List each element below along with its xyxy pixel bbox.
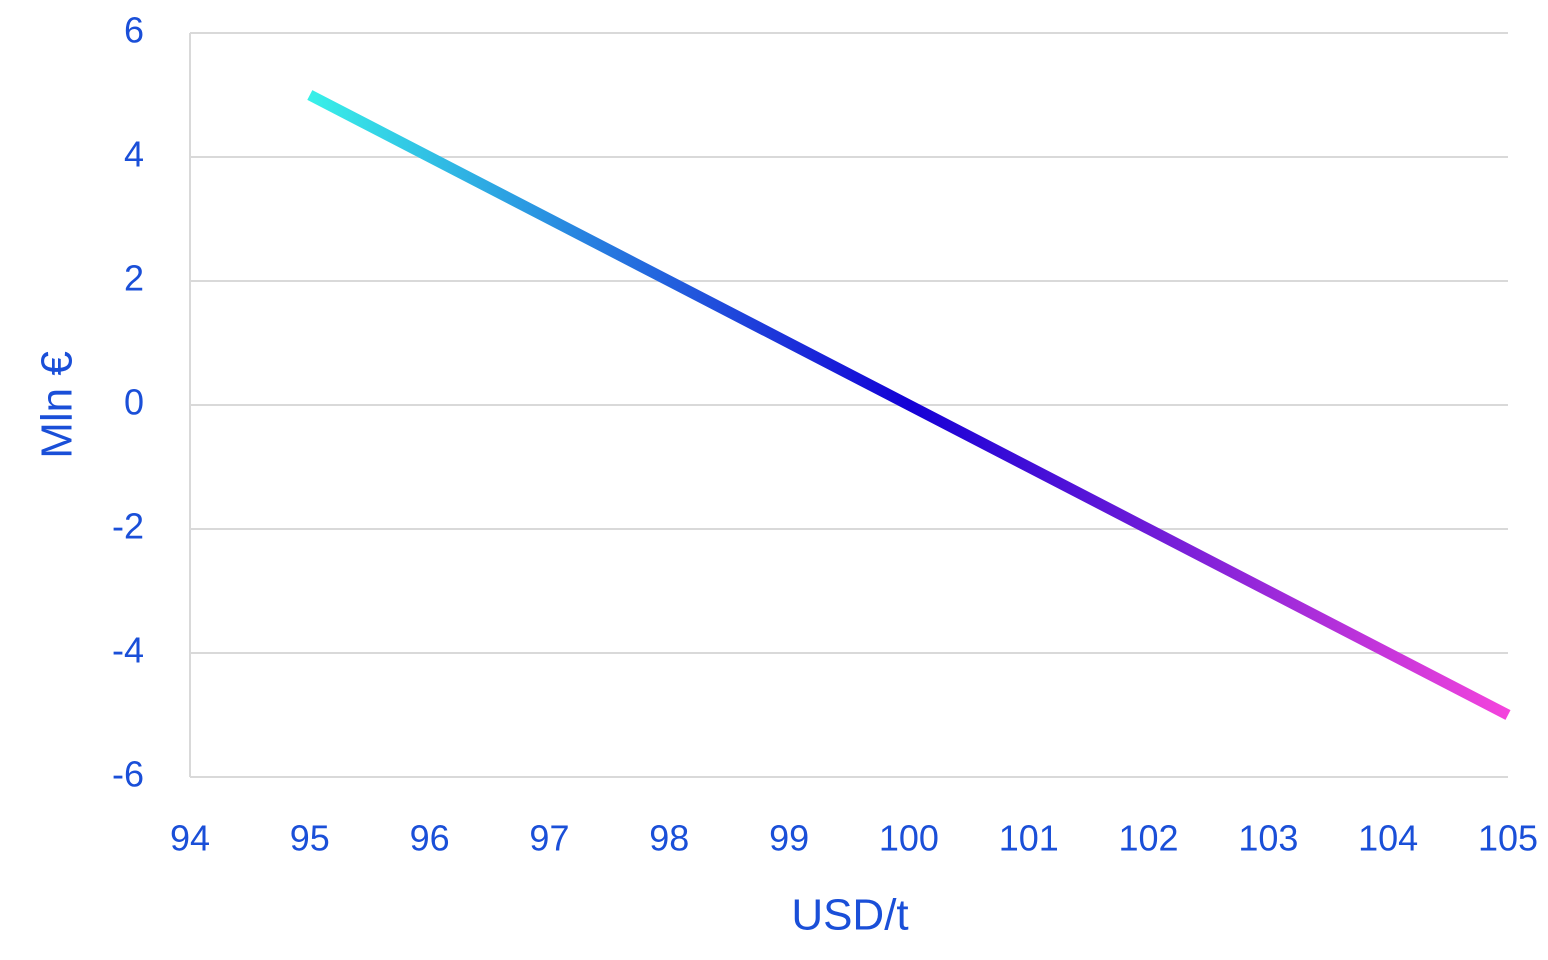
y-axis-title: Mln € xyxy=(33,351,82,459)
x-axis-title: USD/t xyxy=(791,891,908,940)
x-tick-label: 105 xyxy=(1478,818,1538,859)
x-tick-label: 100 xyxy=(879,818,939,859)
y-tick-label: -2 xyxy=(112,506,144,547)
data-line xyxy=(307,90,1511,720)
x-tick-label: 101 xyxy=(999,818,1059,859)
y-tick-label: -4 xyxy=(112,630,144,671)
x-tick-label: 103 xyxy=(1238,818,1298,859)
x-tick-label: 98 xyxy=(649,818,689,859)
x-tick-label: 104 xyxy=(1358,818,1418,859)
x-tick-label: 95 xyxy=(290,818,330,859)
x-tick-label: 99 xyxy=(769,818,809,859)
x-tick-label: 97 xyxy=(529,818,569,859)
y-tick-label: -6 xyxy=(112,754,144,795)
y-tick-label: 4 xyxy=(124,134,144,175)
x-tick-label: 102 xyxy=(1119,818,1179,859)
y-tick-label: 2 xyxy=(124,258,144,299)
y-tick-label: 0 xyxy=(124,382,144,423)
x-tick-label: 94 xyxy=(170,818,210,859)
y-tick-label: 6 xyxy=(124,10,144,51)
x-tick-label: 96 xyxy=(410,818,450,859)
